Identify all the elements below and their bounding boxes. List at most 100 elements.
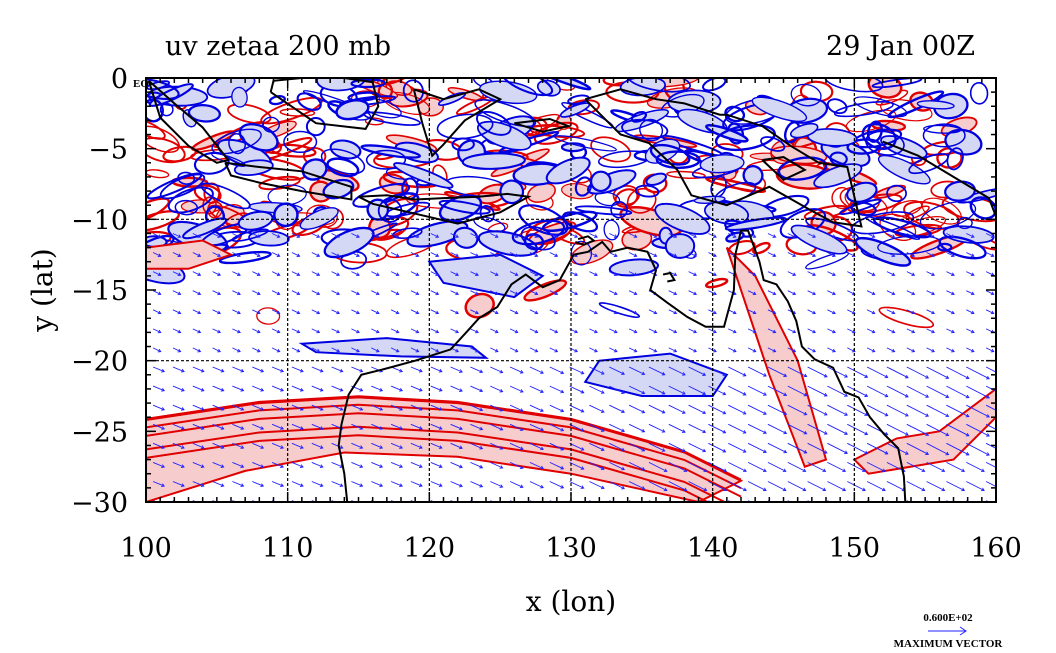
wind-vector xyxy=(470,385,483,392)
wind-vector-head xyxy=(514,253,519,257)
wind-vector xyxy=(628,347,637,353)
wind-vector-head xyxy=(792,272,797,277)
wind-vector-head xyxy=(594,348,598,353)
wind-vector xyxy=(946,442,970,456)
wind-vector-head xyxy=(435,253,440,257)
wind-vector xyxy=(252,423,264,430)
wind-vector-head xyxy=(822,468,827,473)
wind-vector-head xyxy=(693,234,697,238)
wind-vector-head xyxy=(921,468,926,473)
wind-vector xyxy=(747,347,756,353)
wind-vector-head xyxy=(580,466,585,470)
wind-vector-head xyxy=(494,329,499,334)
wind-vector-head xyxy=(641,390,646,395)
wind-vector-head xyxy=(990,253,995,257)
wind-vector xyxy=(767,290,776,295)
wind-vector-head xyxy=(613,234,618,238)
wind-vector-head xyxy=(621,485,625,490)
wind-vector xyxy=(311,347,320,353)
wind-vector xyxy=(450,233,459,238)
wind-vector xyxy=(192,404,204,411)
wind-vector xyxy=(569,423,584,432)
wind-vector xyxy=(549,481,564,489)
wind-vector xyxy=(648,328,657,333)
wind-vector xyxy=(985,423,996,430)
wind-vector xyxy=(331,252,340,257)
wind-vector xyxy=(648,461,668,472)
wind-vector-head xyxy=(981,468,985,473)
wind-vector-head xyxy=(560,370,565,375)
wind-vector xyxy=(668,404,686,414)
wind-vector xyxy=(252,442,264,449)
wind-vector xyxy=(866,461,886,472)
wind-vector-head xyxy=(945,413,950,418)
wind-vector xyxy=(232,347,241,353)
y-tick-label: 0 xyxy=(111,64,128,95)
negative-vorticity-cell xyxy=(211,128,262,155)
wind-vector xyxy=(450,385,463,392)
wind-vector-head xyxy=(161,388,166,392)
wind-vector xyxy=(172,233,181,238)
negative-vorticity-cell xyxy=(299,207,339,230)
wind-vector xyxy=(787,385,807,397)
wind-vector xyxy=(767,347,776,353)
wind-vector xyxy=(232,404,244,411)
wind-vector-head xyxy=(884,412,889,417)
wind-vector-head xyxy=(519,465,524,470)
wind-vector-head xyxy=(336,272,340,277)
wind-vector xyxy=(728,423,746,434)
axis-ticks xyxy=(145,77,997,503)
wind-vector xyxy=(430,442,443,449)
wind-vector xyxy=(252,461,264,468)
wind-vector xyxy=(747,290,756,295)
wind-vector xyxy=(906,404,929,417)
wind-vector xyxy=(291,442,304,449)
wind-vector xyxy=(271,385,284,392)
wind-vector-head xyxy=(319,426,324,430)
positive-vorticity-cell xyxy=(590,136,632,163)
wind-vector xyxy=(172,290,181,295)
wind-vector-head xyxy=(681,448,686,452)
negative-vorticity-cell xyxy=(174,199,199,216)
wind-vector xyxy=(668,252,677,257)
wind-vector xyxy=(866,385,888,398)
wind-vector-head xyxy=(681,372,686,376)
wind-vector xyxy=(371,347,380,353)
wind-vector xyxy=(331,309,340,314)
wind-vector-head xyxy=(479,445,484,450)
wind-vector xyxy=(847,423,868,435)
wind-vector xyxy=(390,309,399,314)
coastline xyxy=(147,78,996,502)
wind-vector xyxy=(529,290,538,295)
wind-vector xyxy=(827,385,848,397)
x-tick-label: 160 xyxy=(970,533,1022,564)
wind-vector-head xyxy=(356,310,360,315)
wind-vector-head xyxy=(864,412,869,417)
wind-vector xyxy=(271,423,284,430)
wind-vector-head xyxy=(217,310,221,315)
wind-vector xyxy=(172,423,185,430)
wind-vector-head xyxy=(455,348,459,353)
wind-vector xyxy=(787,328,796,333)
negative-vorticity-cell xyxy=(813,163,863,189)
negative-vorticity-region xyxy=(427,253,545,299)
wind-vector-head xyxy=(864,393,869,397)
wind-vector-head xyxy=(904,413,909,417)
wind-vector xyxy=(926,252,935,257)
negative-vorticity-cell xyxy=(476,110,512,136)
wind-vector-head xyxy=(762,468,767,473)
wind-vector-head xyxy=(722,449,727,453)
wind-vector-head xyxy=(621,390,625,394)
wind-vector-head xyxy=(399,445,404,449)
wind-vector-head xyxy=(540,370,544,374)
wind-vector-head xyxy=(970,310,975,315)
wind-vector xyxy=(926,328,935,333)
wind-vector xyxy=(430,481,443,487)
wind-vector xyxy=(311,461,323,468)
negative-vorticity-cell xyxy=(320,148,366,175)
wind-vector xyxy=(291,309,300,314)
wind-vector-head xyxy=(554,253,559,257)
wind-vector xyxy=(172,461,185,468)
wind-vector-head xyxy=(822,487,827,492)
wind-vector-head xyxy=(519,370,524,374)
